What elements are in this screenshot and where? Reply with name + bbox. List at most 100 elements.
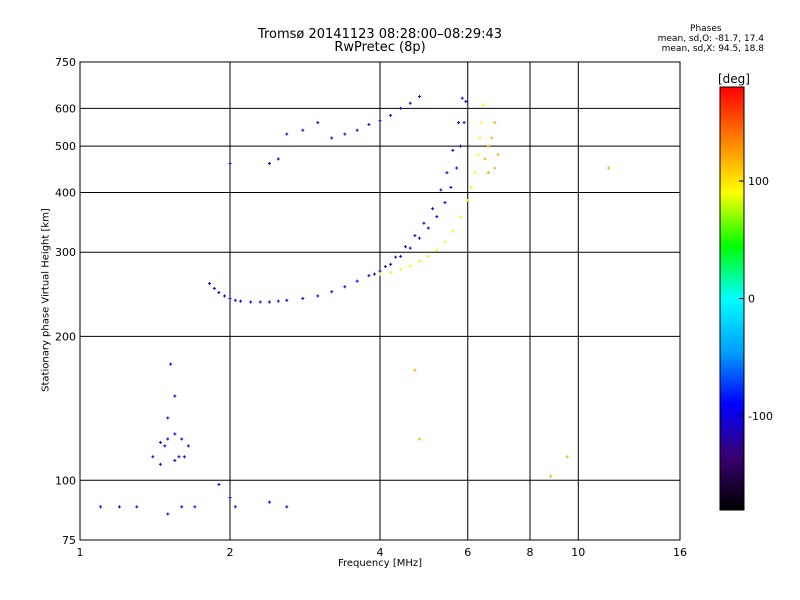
data-point — [417, 437, 421, 441]
data-point — [330, 290, 334, 294]
data-point — [496, 153, 500, 157]
data-point — [431, 207, 435, 211]
data-point — [413, 234, 417, 238]
x-tick-label: 10 — [571, 546, 585, 559]
data-point — [408, 101, 412, 105]
data-point — [173, 458, 177, 462]
data-point — [182, 455, 186, 459]
data-point — [158, 462, 162, 466]
data-point — [549, 474, 553, 478]
data-point — [355, 128, 359, 132]
data-point — [158, 440, 162, 444]
data-point — [330, 136, 334, 140]
data-point — [435, 248, 439, 252]
phase-stats: Phases mean, sd,O: -81.7, 17.4 mean, sd,… — [658, 24, 764, 54]
data-point — [249, 300, 253, 304]
data-point — [464, 100, 468, 104]
phase-stats-o: mean, sd,O: -81.7, 17.4 — [657, 34, 764, 44]
data-point — [228, 297, 232, 301]
data-point — [343, 285, 347, 289]
data-point — [457, 121, 461, 125]
data-point — [151, 455, 155, 459]
data-point — [417, 259, 421, 263]
data-point — [267, 161, 271, 165]
data-point — [276, 157, 280, 161]
data-point — [163, 444, 167, 448]
data-point — [233, 298, 237, 302]
data-point — [476, 153, 480, 157]
x-tick-label: 4 — [377, 546, 384, 559]
data-point — [451, 229, 455, 233]
data-point — [285, 132, 289, 136]
data-point — [445, 171, 449, 175]
colorbar-tick-label: 100 — [748, 175, 769, 188]
data-point — [166, 512, 170, 516]
y-tick-label: 750 — [55, 56, 76, 69]
data-point — [483, 157, 487, 161]
y-tick-label: 75 — [62, 534, 76, 547]
data-point — [267, 300, 271, 304]
y-axis-ticks: 75 100 200 300 400 500 600 750 — [55, 56, 76, 547]
data-point — [460, 96, 464, 100]
data-point — [417, 95, 421, 99]
chart-title-line1: Tromsø 20141123 08:28:00–08:29:43 — [257, 27, 503, 42]
data-point — [173, 432, 177, 436]
data-point — [565, 455, 569, 459]
x-axis-label: Frequency [MHz] — [337, 558, 423, 569]
y-tick-label: 100 — [55, 474, 76, 487]
phase-stats-heading: Phases — [690, 24, 722, 34]
grid-lines — [79, 61, 681, 541]
data-point — [367, 274, 371, 278]
data-point — [267, 500, 271, 504]
data-point — [180, 437, 184, 441]
data-point — [389, 262, 393, 266]
x-tick-label: 16 — [673, 546, 687, 559]
data-point — [439, 188, 443, 192]
data-point — [117, 505, 121, 509]
y-tick-label: 500 — [55, 140, 76, 153]
plot-frame — [79, 61, 681, 541]
x-tick-label: 1 — [77, 546, 84, 559]
data-point — [486, 144, 490, 148]
data-point — [481, 103, 485, 107]
data-point — [486, 171, 490, 175]
data-point — [455, 166, 459, 170]
data-point — [99, 505, 103, 509]
data-point — [394, 255, 398, 259]
colorbar-tick-label: -100 — [748, 410, 773, 423]
data-point — [408, 264, 412, 268]
data-point — [607, 166, 611, 170]
data-point — [478, 136, 482, 140]
x-axis-ticks: 1 2 4 6 8 10 16 — [77, 546, 688, 559]
data-point — [223, 294, 227, 298]
data-point — [480, 121, 484, 125]
data-point — [426, 226, 430, 230]
data-point — [449, 185, 453, 189]
data-point — [378, 119, 382, 123]
x-tick-label: 6 — [464, 546, 471, 559]
data-point — [458, 215, 462, 219]
data-point — [443, 201, 447, 205]
data-point — [228, 161, 232, 165]
data-point — [217, 291, 221, 295]
data-point — [383, 265, 387, 269]
y-tick-label: 400 — [55, 186, 76, 199]
data-point — [301, 128, 305, 132]
data-point — [490, 136, 494, 140]
data-point — [285, 298, 289, 302]
data-point — [413, 368, 417, 372]
data-point — [408, 246, 412, 250]
data-point — [285, 505, 289, 509]
data-point — [399, 268, 403, 272]
data-point — [276, 299, 280, 303]
x-tick-label: 8 — [527, 546, 534, 559]
colorbar-ticks: 100 0 -100 — [739, 175, 773, 423]
data-point — [367, 123, 371, 127]
data-point — [316, 294, 320, 298]
data-point — [177, 455, 181, 459]
data-point — [399, 254, 403, 258]
data-point — [417, 236, 421, 240]
data-point — [493, 121, 497, 125]
data-point — [169, 362, 173, 366]
